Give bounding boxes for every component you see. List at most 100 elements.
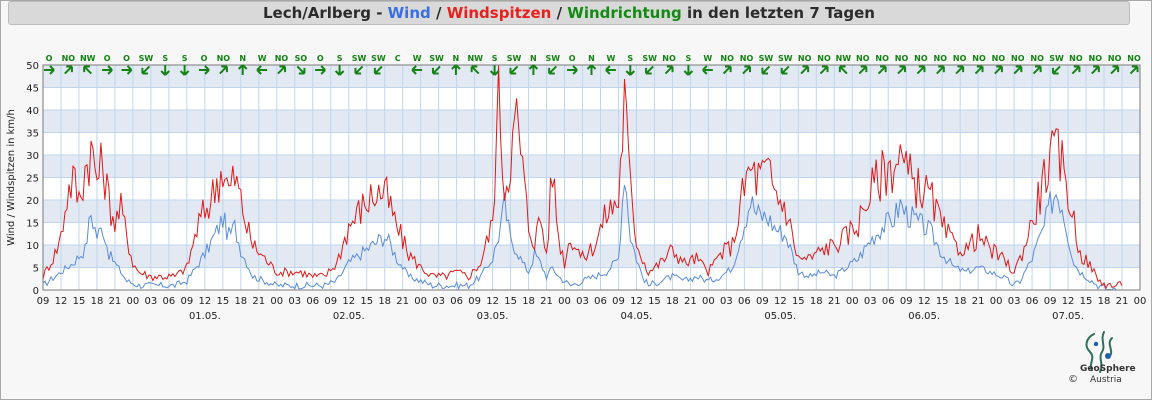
x-tick-label: 09	[612, 296, 625, 307]
wind-direction-arrow-icon	[936, 65, 945, 75]
wind-direction-arrow-icon	[1051, 65, 1061, 75]
x-tick-label: 03	[432, 296, 445, 307]
direction-label: O	[104, 54, 111, 63]
wind-direction-arrow-icon	[586, 64, 597, 75]
direction-label: SW	[139, 54, 154, 63]
wind-direction-arrow-icon	[431, 65, 441, 75]
direction-label: NO	[662, 54, 676, 63]
direction-label: SW	[352, 54, 367, 63]
direction-label: NO	[1069, 54, 1083, 63]
wind-direction-arrow-icon	[994, 65, 1003, 75]
x-tick-label: 21	[396, 296, 409, 307]
y-tick-label: 45	[26, 84, 39, 95]
x-tick-label: 21	[828, 296, 841, 307]
direction-label: NO	[740, 54, 754, 63]
wind-direction-arrow-icon	[334, 65, 345, 76]
wind-direction-arrow-icon	[528, 64, 539, 75]
y-tick-label: 40	[26, 106, 39, 117]
direction-label: N	[239, 54, 246, 63]
date-label: 04.05.	[621, 311, 653, 322]
wind-direction-arrow-icon	[141, 65, 151, 75]
wind-direction-arrow-icon	[838, 65, 848, 75]
x-tick-label: 03	[1008, 296, 1021, 307]
x-tick-label: 12	[918, 296, 931, 307]
direction-label: S	[685, 54, 691, 63]
title-sep-2: /	[430, 4, 447, 22]
x-tick-label: 06	[1026, 296, 1039, 307]
direction-label: SW	[778, 54, 793, 63]
y-tick-label: 50	[26, 61, 39, 72]
wind-direction-arrow-icon	[1129, 65, 1139, 75]
wind-direction-arrow-icon	[277, 65, 287, 75]
direction-label: O	[123, 54, 130, 63]
x-tick-label: 21	[684, 296, 697, 307]
series-line-windspitzen	[42, 64, 1123, 290]
wind-direction-arrow-icon	[819, 65, 829, 75]
direction-label: NO	[914, 54, 928, 63]
x-tick-label: 15	[73, 296, 86, 307]
wind-direction-arrow-icon	[509, 65, 519, 75]
wind-direction-arrow-icon	[102, 65, 113, 75]
direction-label: C	[395, 54, 401, 63]
wind-direction-arrow-icon	[179, 65, 190, 76]
y-tick-label: 25	[26, 174, 39, 185]
direction-label: O	[46, 54, 53, 63]
direction-label: S	[627, 54, 633, 63]
title-gusts: Windspitzen	[446, 4, 552, 22]
x-tick-label: 03	[145, 296, 158, 307]
wind-direction-arrow-icon	[237, 64, 248, 75]
y-tick-label: 5	[33, 264, 39, 275]
direction-label: NO	[1108, 54, 1122, 63]
direction-label: NW	[467, 54, 483, 63]
direction-label: O	[201, 54, 208, 63]
direction-label: W	[258, 54, 267, 63]
x-tick-label: 06	[163, 296, 176, 307]
x-tick-label: 15	[648, 296, 661, 307]
x-tick-label: 06	[450, 296, 463, 307]
wind-direction-arrow-icon	[1013, 65, 1023, 75]
x-tick-label: 15	[1080, 296, 1093, 307]
y-axis-label: Wind / Windspitzen in km/h	[6, 109, 17, 246]
x-tick-label: 15	[360, 296, 373, 307]
x-tick-label: 03	[288, 296, 301, 307]
title-suffix: in den letzten 7 Tagen	[681, 4, 875, 22]
x-tick-label: 18	[810, 296, 823, 307]
wind-direction-arrow-icon	[567, 65, 578, 75]
direction-label: SW	[429, 54, 444, 63]
wind-direction-arrow-icon	[1032, 65, 1042, 75]
wind-direction-arrow-icon	[256, 65, 268, 75]
direction-label: SW	[371, 54, 386, 63]
direction-label: SW	[1049, 54, 1064, 63]
wind-direction-arrow-icon	[160, 65, 170, 76]
direction-label: NO	[1030, 54, 1044, 63]
x-tick-label: 12	[1062, 296, 1075, 307]
copyright-symbol: ©	[1068, 374, 1078, 385]
x-tick-label: 09	[1044, 296, 1057, 307]
wind-direction-arrow-icon	[315, 65, 326, 75]
title-sep-3: /	[551, 4, 568, 22]
wind-direction-arrow-icon	[897, 65, 907, 75]
y-tick-label: 0	[33, 286, 39, 297]
series-line-wind	[42, 185, 1122, 291]
logo-name: GeoSphere	[1080, 364, 1136, 374]
wind-direction-arrow-icon	[858, 65, 868, 75]
wind-direction-arrow-icon	[489, 65, 500, 76]
date-label: 07.05.	[1052, 311, 1084, 322]
wind-direction-arrow-icon	[219, 65, 228, 75]
direction-label: SW	[545, 54, 560, 63]
wind-direction-arrow-icon	[955, 65, 965, 75]
wind-direction-arrow-icon	[1110, 65, 1120, 75]
x-tick-label: 00	[702, 296, 715, 307]
x-tick-label: 00	[558, 296, 571, 307]
x-tick-label: 18	[666, 296, 679, 307]
direction-label: NO	[720, 54, 734, 63]
direction-label: N	[530, 54, 537, 63]
x-tick-label: 15	[216, 296, 229, 307]
x-tick-label: 00	[127, 296, 140, 307]
x-tick-label: 12	[342, 296, 355, 307]
title-direction: Windrichtung	[567, 4, 682, 22]
x-tick-label: 21	[109, 296, 122, 307]
x-tick-label: 12	[630, 296, 643, 307]
x-tick-label: 12	[774, 296, 787, 307]
x-tick-label: 18	[1098, 296, 1111, 307]
